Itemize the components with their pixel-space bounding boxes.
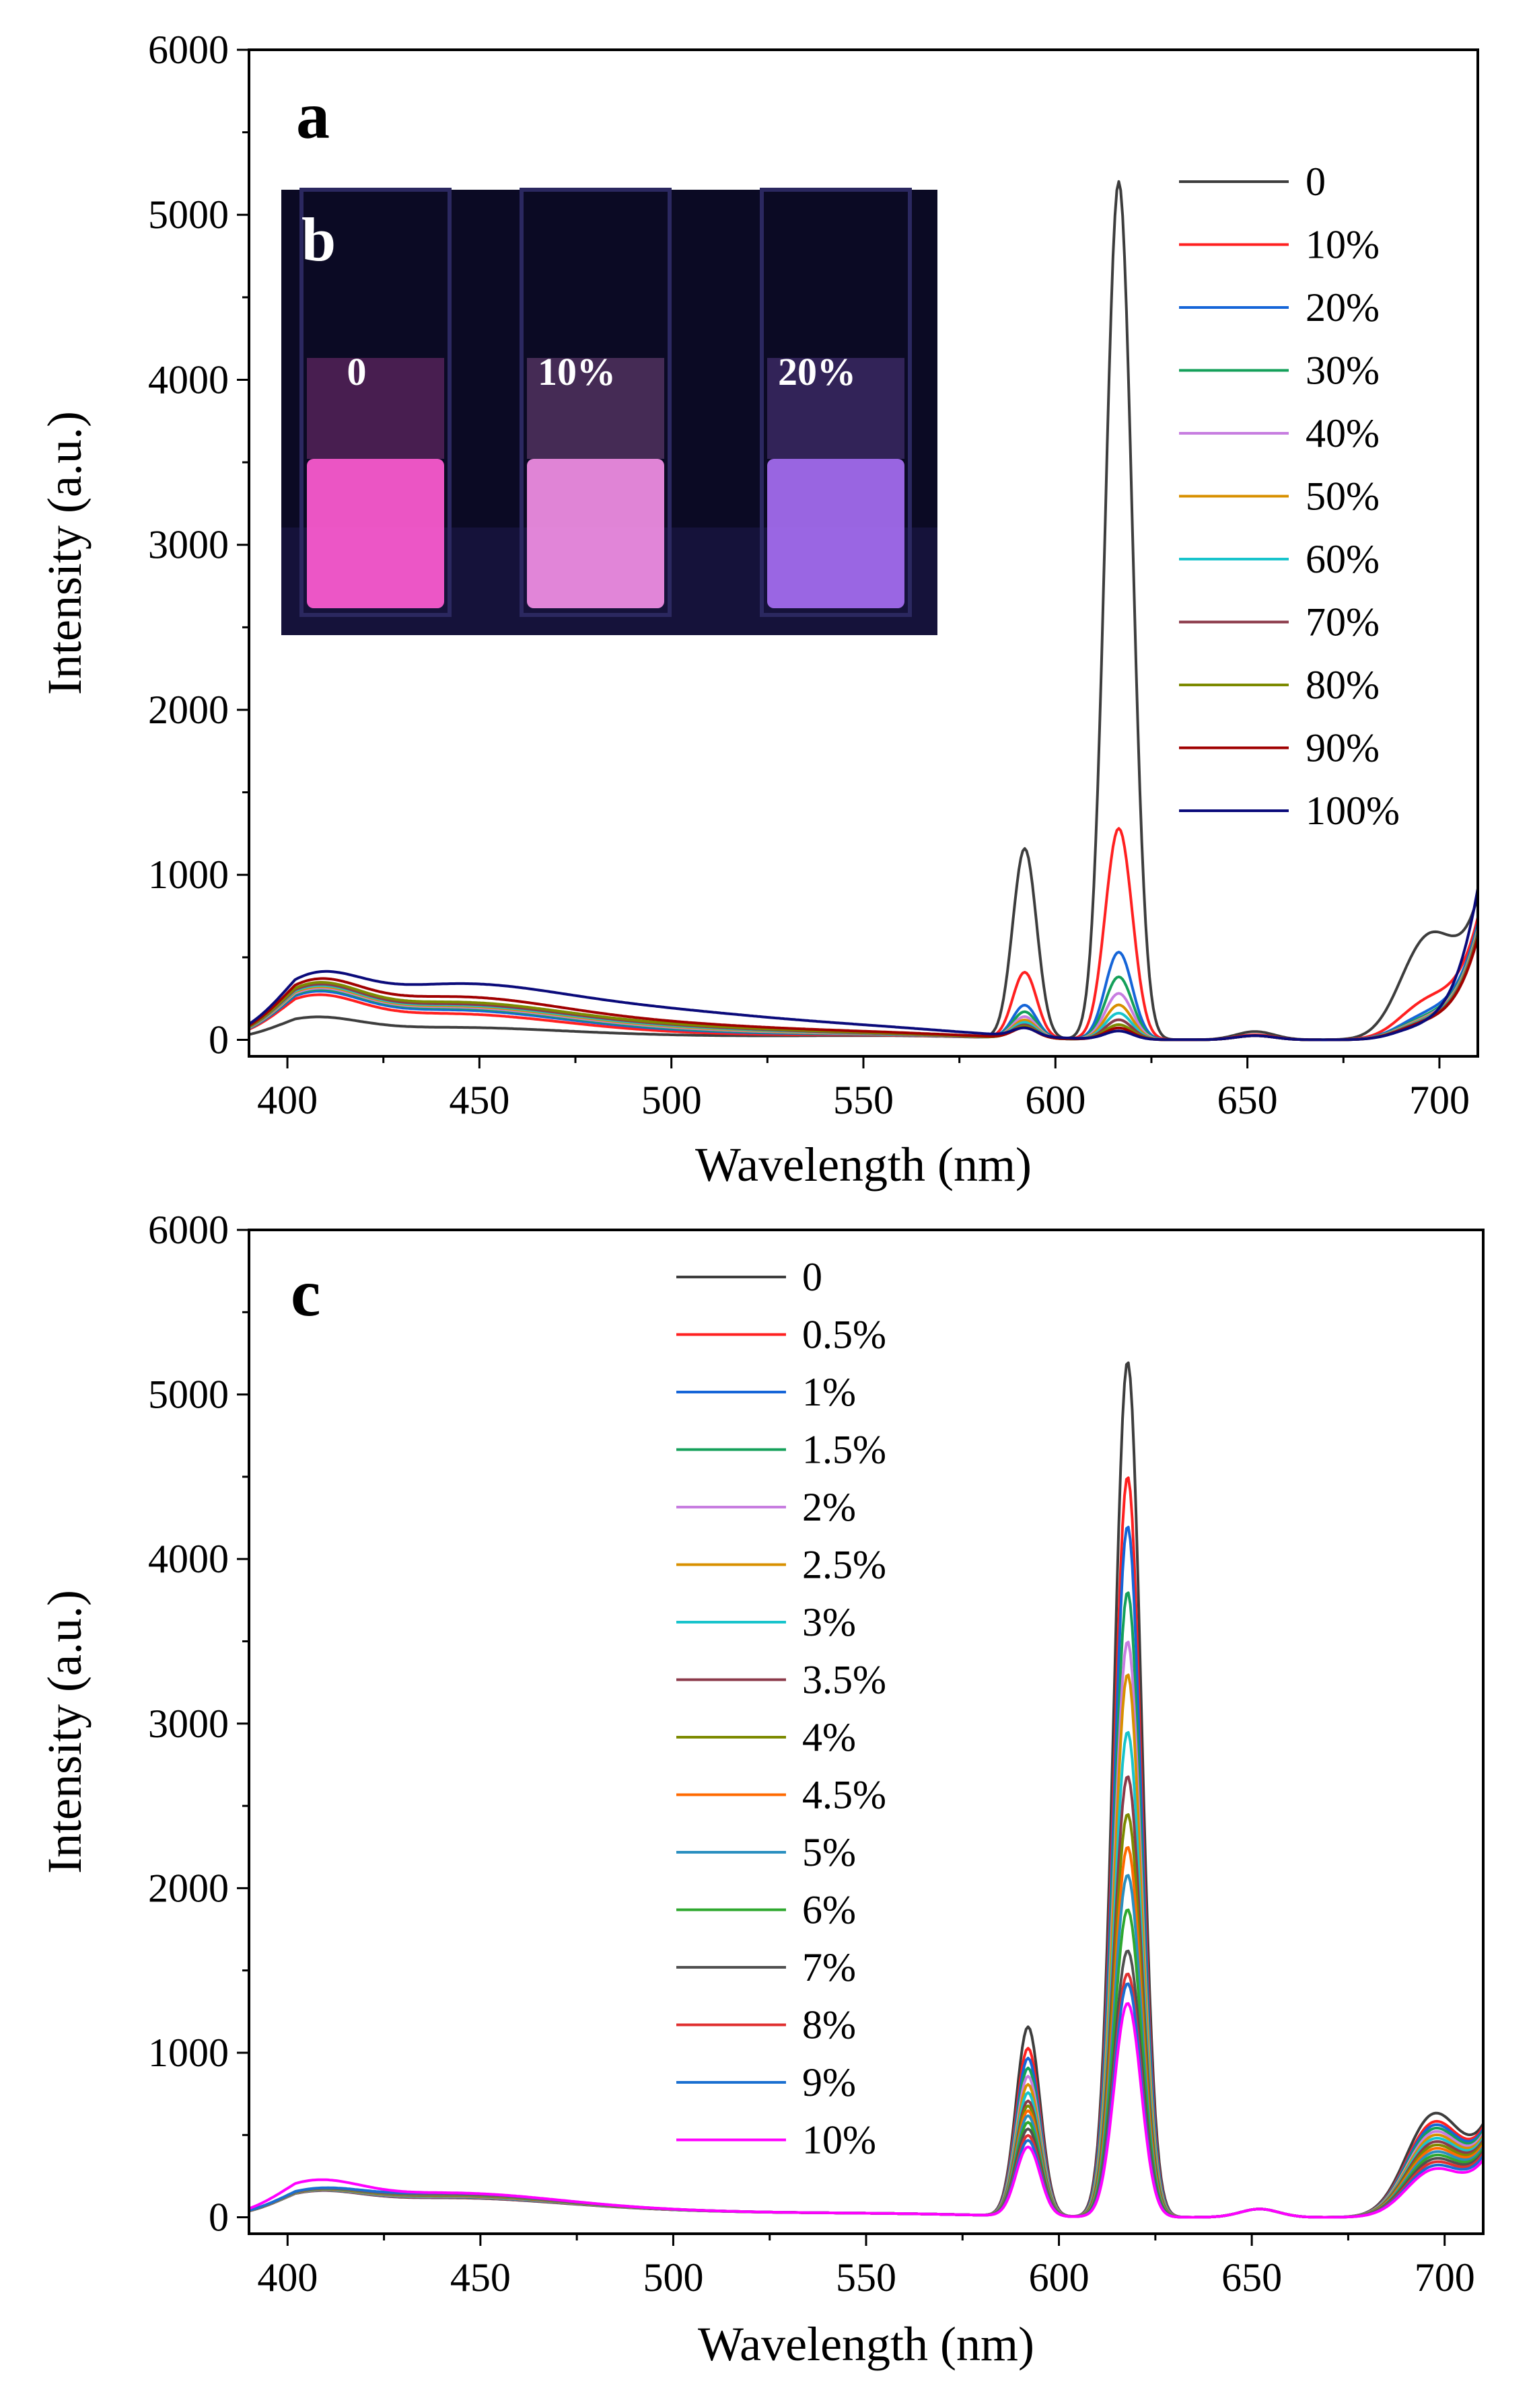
y-tick-label: 6000	[148, 28, 229, 72]
x-axis-label: Wavelength (nm)	[698, 2317, 1034, 2371]
series-curves	[249, 180, 1478, 1042]
legend-label-9: 90%	[1306, 726, 1380, 770]
inset-sample-label: 0	[347, 350, 367, 394]
legend-label-2: 20%	[1306, 285, 1380, 330]
legend-label-4: 2%	[802, 1485, 856, 1529]
panel-label: c	[291, 1255, 320, 1330]
legend-label-6: 60%	[1306, 537, 1380, 581]
x-tick-label: 550	[833, 1078, 894, 1122]
legend: 0 10% 20% 30% 40% 50% 60% 70% 80% 90% 100%	[1179, 159, 1400, 833]
legend-label-15: 10%	[802, 2118, 876, 2162]
y-tick-label: 3000	[148, 523, 229, 567]
x-tick-label: 550	[836, 2255, 896, 2300]
x-tick-label: 500	[643, 2255, 703, 2300]
y-tick-label: 1000	[148, 2031, 229, 2075]
inset-vial-liquid	[307, 459, 444, 608]
y-tick-label: 2000	[148, 688, 229, 732]
x-tick-label: 500	[641, 1078, 702, 1122]
legend-label-7: 70%	[1306, 600, 1380, 645]
legend-label-10: 100%	[1306, 789, 1400, 833]
legend-label-14: 9%	[802, 2060, 856, 2105]
legend-label-2: 1%	[802, 1370, 856, 1414]
legend-label-3: 1.5%	[802, 1428, 886, 1472]
legend: 0 0.5% 1% 1.5% 2% 2.5% 3% 3.5% 4% 4.5% 5% 6% 7% 8% 9% 1…	[676, 1255, 886, 2162]
series-line-15	[249, 2002, 1483, 2219]
y-tick-label: 4000	[148, 1537, 229, 1581]
legend-label-13: 8%	[802, 2003, 856, 2047]
legend-label-5: 2.5%	[802, 1543, 886, 1587]
panel-label: a	[296, 78, 330, 153]
legend-label-9: 4.5%	[802, 1773, 886, 1817]
y-tick-label: 6000	[148, 1208, 229, 1252]
y-tick-label: 5000	[148, 192, 229, 237]
x-tick-label: 450	[450, 2255, 511, 2300]
legend-label-4: 40%	[1306, 411, 1380, 455]
inset-vial-outline	[299, 188, 452, 617]
x-tick-label: 650	[1217, 1078, 1278, 1122]
x-tick-label: 700	[1415, 2255, 1475, 2300]
y-tick-label: 1000	[148, 852, 229, 897]
legend-label-12: 7%	[802, 1945, 856, 1990]
y-tick-label: 2000	[148, 1866, 229, 1910]
legend-label-6: 3%	[802, 1600, 856, 1644]
inset-vial-liquid	[527, 459, 664, 608]
y-tick-label: 0	[209, 2195, 229, 2240]
inset-vial-glow	[527, 358, 664, 459]
axis-ticks	[237, 48, 1441, 1068]
inset-sample-label: 10%	[538, 350, 616, 394]
y-tick-label: 3000	[148, 1702, 229, 1746]
series-line-10	[249, 888, 1478, 1042]
legend-label-0: 0	[802, 1255, 822, 1299]
panel-c: 400 450 500 550 600 650 700 0 1000 2000 3000 4000 50…	[38, 1208, 1485, 2371]
x-tick-label: 450	[449, 1078, 509, 1122]
plot-frame	[248, 1229, 1485, 2235]
y-axis-label: Intensity (a.u.)	[38, 411, 92, 695]
inset-vial-outline	[760, 188, 912, 617]
x-axis-label: Wavelength (nm)	[695, 1138, 1032, 1192]
y-tick-label: 5000	[148, 1373, 229, 1417]
legend-label-11: 6%	[802, 1888, 856, 1932]
y-axis-label: Intensity (a.u.)	[38, 1590, 92, 1874]
legend-label-10: 5%	[802, 1830, 856, 1874]
inset-panel-label: b	[301, 205, 336, 274]
x-tick-label: 600	[1029, 2255, 1090, 2300]
inset-sample-label: 20%	[778, 350, 856, 394]
legend-label-8: 80%	[1306, 663, 1380, 707]
inset-vial-glow	[307, 358, 444, 459]
panel-a: 400 450 500 550 600 650 700 0 1000 2000 3000 4000 50…	[38, 28, 1479, 1192]
legend-label-1: 10%	[1306, 223, 1380, 267]
legend-label-1: 0.5%	[802, 1313, 886, 1357]
x-tick-label: 650	[1221, 2255, 1282, 2300]
legend-label-8: 4%	[802, 1715, 856, 1759]
x-tick-label: 600	[1025, 1078, 1085, 1122]
inset-vial-liquid	[767, 459, 904, 608]
inset-vial-outline	[520, 188, 672, 617]
x-tick-label: 400	[257, 2255, 318, 2300]
y-tick-label: 4000	[148, 357, 229, 402]
legend-label-3: 30%	[1306, 349, 1380, 393]
legend-label-0: 0	[1306, 159, 1326, 204]
x-tick-label: 400	[257, 1078, 318, 1122]
series-curves	[249, 1361, 1483, 2219]
x-tick-label: 700	[1409, 1078, 1470, 1122]
legend-label-7: 3.5%	[802, 1658, 886, 1702]
inset-vial-glow	[767, 358, 904, 459]
legend-label-5: 50%	[1306, 474, 1380, 519]
y-tick-label: 0	[209, 1017, 229, 1062]
plot-frame	[248, 48, 1479, 1058]
